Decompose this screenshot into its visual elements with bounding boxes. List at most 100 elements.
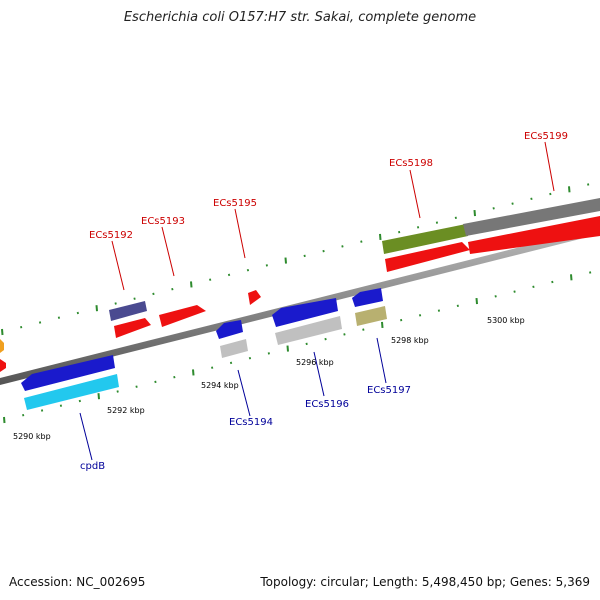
leader-ECs5199 xyxy=(544,141,555,192)
tick-label-5300: 5300 kbp xyxy=(487,316,525,325)
minor-tick xyxy=(589,271,592,274)
minor-tick xyxy=(114,302,117,305)
leader-ECs5195 xyxy=(234,208,246,259)
minor-tick xyxy=(57,316,61,319)
minor-tick xyxy=(416,226,420,229)
label-ECs5193[interactable]: ECs5193 xyxy=(141,216,185,227)
minor-tick xyxy=(40,409,44,412)
minor-tick xyxy=(38,321,42,324)
major-tick xyxy=(284,257,287,264)
leader-ECs5193 xyxy=(161,226,175,277)
leader-ECs5192 xyxy=(111,240,125,291)
cpdB-product xyxy=(24,374,119,410)
map-title: Escherichia coli O157:H7 str. Sakai, com… xyxy=(123,10,477,25)
ECs5196-gene xyxy=(272,298,338,327)
label-ECs5197[interactable]: ECs5197 xyxy=(367,385,411,396)
minor-tick xyxy=(418,314,422,317)
gene-labels: ECs5192 ECs5193 ECs5195 ECs5198 ECs5199 … xyxy=(80,131,568,472)
major-tick xyxy=(473,210,476,217)
minor-tick xyxy=(248,356,252,360)
label-ECs5195[interactable]: ECs5195 xyxy=(213,198,257,209)
leader-ECs5198 xyxy=(409,169,421,219)
ECs5194-gene xyxy=(216,320,243,339)
minor-tick xyxy=(492,207,495,210)
minor-tick xyxy=(437,309,441,312)
minor-tick xyxy=(360,240,363,243)
minor-tick xyxy=(532,285,535,289)
minor-tick xyxy=(456,304,459,308)
minor-tick xyxy=(211,366,214,369)
minor-tick xyxy=(171,287,174,291)
minor-tick xyxy=(20,325,23,329)
minor-tick xyxy=(435,221,439,224)
label-cpdB[interactable]: cpdB xyxy=(80,461,105,472)
minor-tick xyxy=(305,342,308,346)
label-ECs5196[interactable]: ECs5196 xyxy=(305,399,349,410)
major-tick xyxy=(286,345,289,352)
minor-tick xyxy=(322,249,325,253)
minor-tick xyxy=(551,280,554,284)
ECs5193-gene xyxy=(159,305,206,327)
accession-text: Accession: NC_002695 xyxy=(9,575,146,589)
ECs5197-gene xyxy=(352,288,383,307)
minor-tick xyxy=(78,399,81,403)
tick-label-5294: 5294 kbp xyxy=(201,381,239,390)
minor-tick xyxy=(265,264,268,267)
minor-tick xyxy=(152,292,155,296)
ECs5197-product xyxy=(355,306,387,326)
ECs5194-product xyxy=(220,339,248,358)
ECs5198-gene xyxy=(382,224,468,254)
minor-tick xyxy=(587,183,590,186)
minor-tick xyxy=(400,318,403,322)
major-tick xyxy=(1,328,4,336)
red-gene-left xyxy=(0,359,6,372)
major-tick xyxy=(570,274,573,281)
major-tick xyxy=(97,393,100,400)
ECs5199-gene xyxy=(463,198,600,236)
label-ECs5192[interactable]: ECs5192 xyxy=(89,230,133,241)
major-tick xyxy=(381,321,384,328)
major-tick xyxy=(3,416,6,424)
major-tick xyxy=(568,186,571,193)
tick-labels: 5290 kbp 5292 kbp 5294 kbp 5296 kbp 5298… xyxy=(13,316,525,441)
tick-label-5290: 5290 kbp xyxy=(13,432,51,441)
minor-tick xyxy=(173,375,176,379)
label-ECs5194[interactable]: ECs5194 xyxy=(229,417,273,428)
ECs5198-product xyxy=(385,242,470,272)
minor-tick xyxy=(341,245,344,248)
minor-tick xyxy=(513,290,516,293)
leader-ECs5196 xyxy=(313,351,325,397)
minor-tick xyxy=(59,404,63,407)
ECs5199-product xyxy=(468,216,600,254)
lower-tick-track xyxy=(3,271,592,424)
leader-ECs5197 xyxy=(376,337,387,384)
label-ECs5199[interactable]: ECs5199 xyxy=(524,131,568,142)
minor-tick xyxy=(303,254,306,258)
ECs5192-product xyxy=(114,318,151,338)
major-tick xyxy=(190,281,193,288)
ECs5192-gene xyxy=(109,301,147,321)
leader-ECs5194 xyxy=(237,369,251,417)
minor-tick xyxy=(209,278,212,281)
minor-tick xyxy=(530,197,533,201)
tick-label-5296: 5296 kbp xyxy=(296,358,334,367)
minor-tick xyxy=(511,202,514,205)
major-tick xyxy=(475,298,478,305)
leader-cpdB xyxy=(79,412,93,461)
upper-tick-track xyxy=(1,183,590,336)
minor-tick xyxy=(454,216,457,220)
genome-summary-text: Topology: circular; Length: 5,498,450 bp… xyxy=(260,575,590,589)
minor-tick xyxy=(549,192,552,196)
orange-gene-left xyxy=(0,339,4,353)
minor-tick xyxy=(324,337,327,341)
minor-tick xyxy=(494,295,497,298)
major-tick xyxy=(379,233,382,240)
minor-tick xyxy=(133,297,136,300)
leader-lines xyxy=(79,141,555,461)
minor-tick xyxy=(362,328,365,331)
label-ECs5198[interactable]: ECs5198 xyxy=(389,158,433,169)
major-tick xyxy=(95,305,98,312)
ECs5195-gene xyxy=(248,290,261,305)
